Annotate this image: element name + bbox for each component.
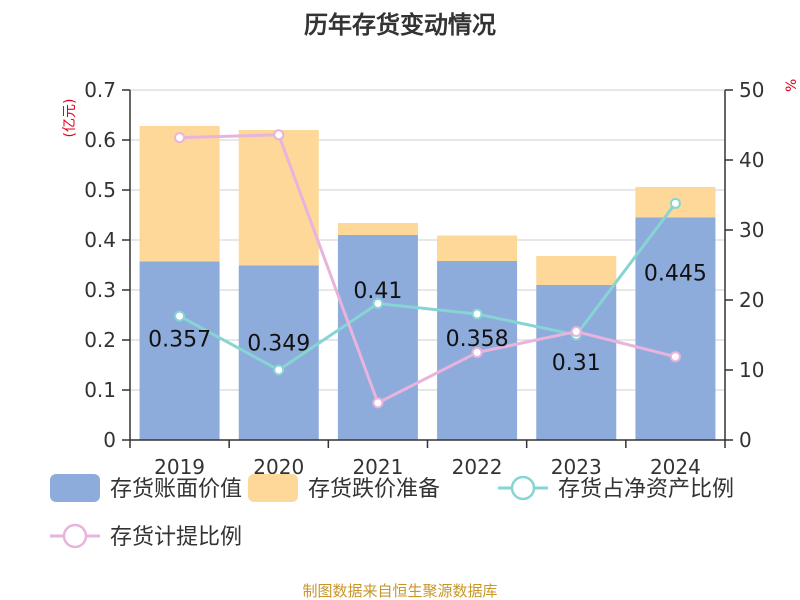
point-provision-ratio: [273, 129, 285, 141]
line-equity-ratio: [178, 202, 677, 372]
right-tick-label: 10: [739, 358, 764, 382]
left-tick-label: 0.1: [84, 378, 116, 402]
bar-impairment-reserve: [139, 126, 220, 262]
right-axis-unit: %: [784, 79, 800, 92]
left-tick-label: 0.5: [84, 178, 116, 202]
legend-label: 存货跌价准备: [308, 477, 440, 502]
source-note: 制图数据来自恒生聚源数据库: [302, 582, 497, 600]
x-tick-label: 2019: [154, 455, 205, 479]
x-tick-label: 2021: [352, 455, 403, 479]
legend-label: 存货计提比例: [110, 525, 242, 550]
left-tick-label: 0.2: [84, 328, 116, 352]
right-tick-label: 50: [739, 78, 764, 102]
data-label: 0.349: [247, 332, 310, 357]
left-tick-label: 0.7: [84, 78, 116, 102]
legend-swatch: [50, 474, 100, 502]
left-tick-label: 0.6: [84, 128, 116, 152]
data-label: 0.357: [148, 328, 211, 353]
x-tick-label: 2022: [452, 455, 503, 479]
right-tick-label: 40: [739, 148, 764, 172]
data-label: 0.358: [446, 327, 509, 352]
data-labels: 0.357 0.349 0.41 0.358 0.31 0.445: [148, 262, 707, 377]
data-label: 0.31: [552, 351, 601, 376]
data-label: 0.445: [644, 262, 707, 287]
point-equity-ratio: [471, 308, 483, 320]
point-equity-ratio: [273, 364, 285, 376]
x-tick-label: 2023: [551, 455, 602, 479]
x-tick-label: 2024: [650, 455, 701, 479]
bar-book-value: [337, 235, 418, 440]
gridlines: [130, 89, 725, 441]
left-tick-label: 0: [103, 428, 116, 452]
line-provision-ratio: [179, 133, 676, 406]
point-equity-ratio: [174, 310, 186, 322]
right-tick-label: 30: [739, 218, 764, 242]
left-tick-label: 0.4: [84, 228, 116, 252]
point-provision-ratio: [372, 397, 384, 409]
point-equity-ratio: [669, 197, 681, 209]
bar-book-value: [536, 285, 617, 440]
legend-label: 存货账面价值: [110, 477, 242, 502]
point-provision-ratio: [669, 351, 681, 363]
legend-marker: [510, 475, 536, 501]
point-provision-ratio: [471, 347, 483, 358]
right-tick-label: 0: [739, 428, 752, 452]
legend-marker: [62, 523, 88, 549]
bars: [139, 126, 716, 440]
data-label: 0.41: [353, 279, 402, 304]
point-provision-ratio: [174, 132, 186, 144]
bar-impairment-reserve: [536, 256, 617, 285]
legend-swatch: [248, 474, 298, 502]
left-axis-unit: (亿元): [62, 99, 78, 138]
bar-impairment-reserve: [337, 223, 418, 235]
point-equity-ratio: [372, 298, 384, 309]
left-tick-label: 0.3: [84, 278, 116, 302]
bar-book-value: [139, 261, 220, 440]
bar-impairment-reserve: [238, 130, 319, 266]
bar-impairment-reserve: [437, 235, 518, 261]
bar-book-value: [635, 217, 716, 440]
chart-title: 历年存货变动情况: [304, 11, 496, 39]
lines: [174, 129, 681, 409]
point-provision-ratio: [570, 326, 582, 337]
legend-label: 存货占净资产比例: [558, 477, 734, 502]
right-tick-label: 20: [739, 288, 764, 312]
